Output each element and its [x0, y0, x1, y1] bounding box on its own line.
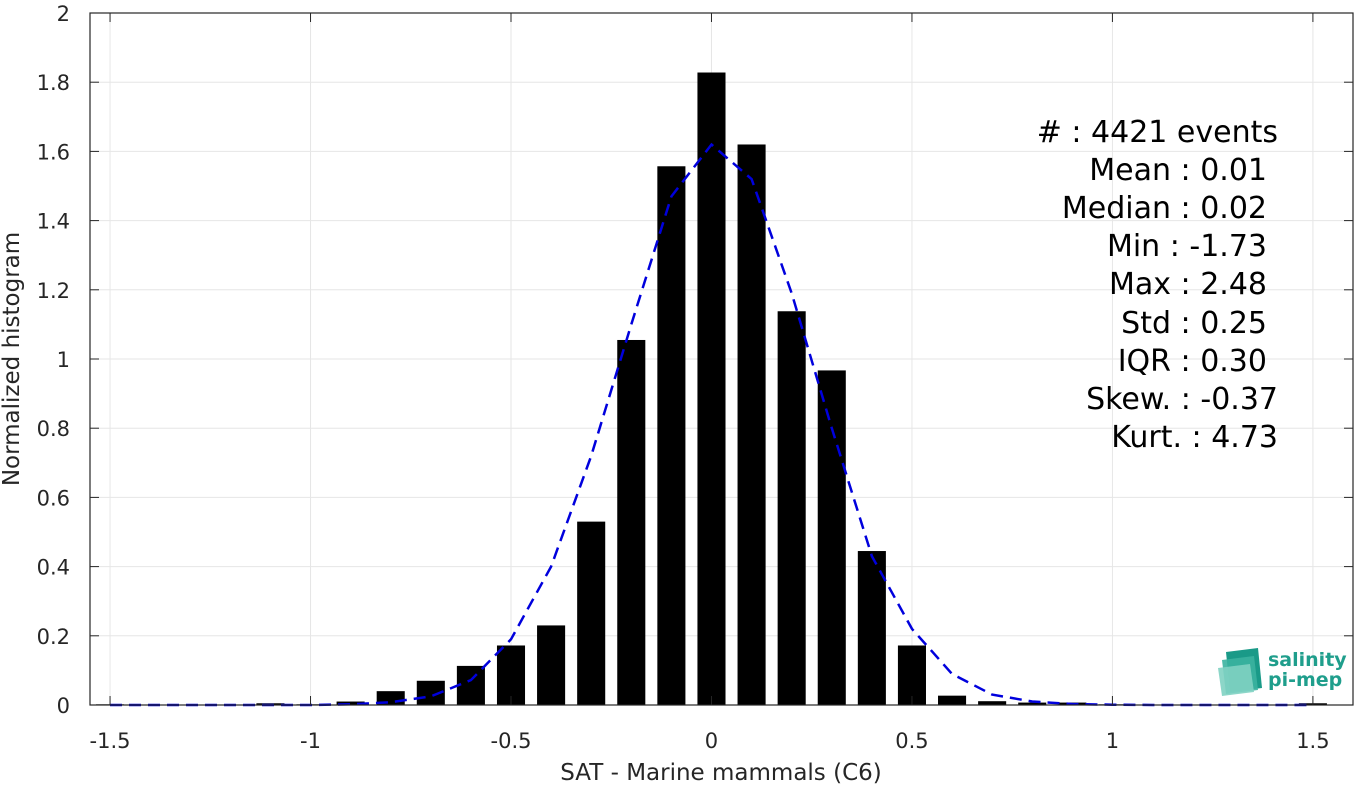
x-tick-label: 1 [1106, 729, 1119, 753]
stat-events: # : 4421 events [1037, 115, 1278, 150]
salinity-pi-mep-logo: salinity pi-mep [1218, 648, 1347, 696]
histogram-bar [617, 339, 646, 705]
x-tick-label: -1.5 [90, 729, 131, 753]
y-tick-label: 1.6 [37, 140, 70, 164]
y-tick-label: 0.8 [37, 417, 70, 441]
histogram-bar [1018, 702, 1047, 705]
histogram-bar [537, 625, 566, 705]
histogram-bar [577, 521, 606, 705]
logo-text-line2: pi-mep [1268, 669, 1342, 691]
stat-mean: Mean : 0.01 [1089, 153, 1267, 188]
stat-kurt: Kurt. : 4.73 [1111, 420, 1278, 455]
stat-std: Std : 0.25 [1121, 306, 1267, 341]
y-tick-label: 0.2 [37, 625, 70, 649]
stat-max: Max : 2.48 [1109, 267, 1267, 302]
histogram-bar [817, 370, 846, 705]
stat-skew: Skew. : -0.37 [1086, 382, 1278, 417]
histogram-bar [777, 311, 806, 705]
x-tick-label: 0 [705, 729, 718, 753]
stat-median: Median : 0.02 [1062, 191, 1267, 226]
y-tick-labels: 0 0.2 0.4 0.6 0.8 1 1.2 1.4 1.6 1.8 2 [37, 2, 70, 718]
x-tick-labels: -1.5 -1 -0.5 0 0.5 1 1.5 [90, 729, 1330, 753]
y-tick-label: 1.4 [37, 210, 70, 234]
x-tick-label: 0.5 [895, 729, 928, 753]
stat-iqr: IQR : 0.30 [1118, 344, 1267, 379]
y-tick-label: 1.8 [37, 71, 70, 95]
axis-ticks [90, 12, 1353, 706]
histogram-bar [938, 695, 967, 705]
y-tick-label: 1.2 [37, 279, 70, 303]
histogram-bar [697, 72, 726, 705]
histogram-bar [496, 645, 526, 705]
y-tick-label: 0.4 [37, 556, 70, 580]
y-tick-label: 2 [57, 2, 70, 26]
logo-wave-icon [1218, 648, 1262, 696]
x-tick-label: -1 [300, 729, 321, 753]
x-tick-label: 1.5 [1296, 729, 1329, 753]
y-tick-label: 0.6 [37, 486, 70, 510]
histogram-bar [336, 701, 365, 705]
y-tick-label: 0 [57, 694, 70, 718]
stat-min: Min : -1.73 [1107, 229, 1267, 264]
histogram-bar [857, 551, 886, 705]
y-tick-label: 1 [57, 348, 70, 372]
histogram-bars [96, 72, 1327, 706]
histogram-bar [456, 665, 485, 705]
x-axis-label: SAT - Marine mammals (C6) [560, 760, 882, 785]
x-tick-label: -0.5 [491, 729, 532, 753]
logo-text-line1: salinity [1268, 649, 1347, 671]
histogram-bar [737, 144, 766, 706]
histogram-bar [657, 166, 686, 705]
histogram-bar [978, 701, 1007, 705]
histogram-bar [897, 645, 926, 705]
y-axis-label: Normalized histogram [0, 232, 25, 486]
statistics-box: # : 4421 events Mean : 0.01 Median : 0.0… [1037, 115, 1278, 455]
